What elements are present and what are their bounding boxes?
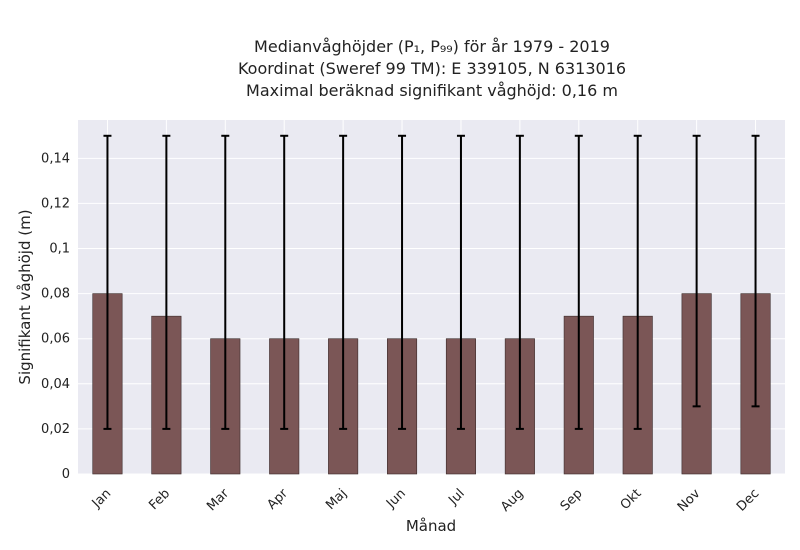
x-tick-label-jan: Jan (89, 486, 114, 511)
chart-title-line-1: Medianvåghöjder (P₁, P₉₉) för år 1979 - … (254, 37, 610, 56)
y-tick-label: 0,06 (41, 332, 70, 347)
x-axis-label: Månad (406, 517, 456, 535)
y-axis-ticks: 0 0,02 0,04 0,06 0,08 0,1 0,12 0,14 (41, 151, 70, 482)
error-bar-mar (221, 134, 230, 430)
x-tick-label-feb: Feb (146, 486, 173, 513)
y-tick-label: 0,08 (41, 287, 70, 302)
y-tick-label: 0,02 (41, 422, 70, 437)
x-axis-ticks: Jan Feb Mar Apr Maj Jun Jul Aug Sep Okt Nov Dec (89, 486, 763, 515)
error-bar-nov (692, 134, 701, 408)
chart-title-line-3: Maximal beräknad signifikant våghöjd: 0,… (246, 81, 618, 100)
error-bar-maj (339, 134, 348, 430)
error-bars (103, 134, 760, 430)
x-tick-label-jul: Jul (445, 486, 467, 508)
chart-title-line-2: Koordinat (Sweref 99 TM): E 339105, N 63… (238, 59, 626, 78)
x-tick-label-jun: Jun (383, 486, 409, 512)
x-tick-label-aug: Aug (498, 486, 527, 515)
x-tick-label-nov: Nov (675, 486, 704, 515)
y-tick-label: 0,1 (49, 242, 70, 257)
x-tick-label-apr: Apr (265, 486, 292, 513)
error-bar-aug (515, 134, 524, 430)
x-tick-label-maj: Maj (323, 486, 350, 513)
y-tick-label: 0,12 (41, 196, 70, 211)
error-bar-okt (633, 134, 642, 430)
y-tick-label: 0,04 (41, 377, 70, 392)
error-bar-sep (574, 134, 583, 430)
error-bar-jan (103, 134, 112, 430)
plot-area (78, 120, 785, 474)
y-axis-label: Signifikant våghöjd (m) (16, 209, 34, 384)
y-tick-label: 0 (62, 467, 70, 482)
chart-title: Medianvåghöjder (P₁, P₉₉) för år 1979 - … (238, 37, 626, 100)
error-bar-jun (398, 134, 407, 430)
x-tick-label-mar: Mar (204, 486, 232, 514)
error-bar-feb (162, 134, 171, 430)
x-tick-label-sep: Sep (558, 486, 586, 514)
x-tick-label-dec: Dec (734, 486, 762, 514)
error-bar-apr (280, 134, 289, 430)
x-tick-label-okt: Okt (618, 486, 645, 513)
error-bar-dec (751, 134, 760, 408)
y-tick-label: 0,14 (41, 151, 70, 166)
error-bar-jul (456, 134, 465, 430)
